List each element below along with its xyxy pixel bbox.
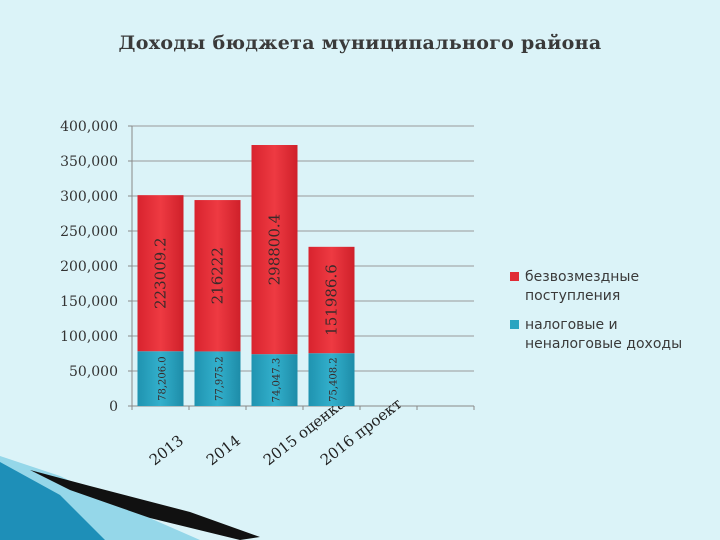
- bar-value-label: 151986.6: [323, 264, 341, 336]
- legend-swatch-red: [510, 272, 519, 281]
- chart-legend: безвозмездные поступления налоговые и не…: [510, 268, 710, 364]
- y-tick-label: 400,000: [60, 119, 118, 135]
- legend-item-tax: налоговые и неналоговые доходы: [510, 316, 710, 354]
- slide-title: Доходы бюджета муниципального района: [118, 32, 602, 54]
- bar-value-label: 78,206.0: [158, 356, 169, 401]
- y-tick-label: 350,000: [60, 154, 118, 170]
- legend-label: безвозмездные поступления: [525, 269, 640, 304]
- bar-value-label: 74,047.3: [272, 358, 283, 403]
- bar-segment-tax: [308, 353, 355, 406]
- bar-segment-grants: [137, 195, 184, 352]
- y-tick-label: 100,000: [60, 329, 118, 345]
- bar-segment-tax: [137, 351, 184, 406]
- x-tick-label: 2014: [203, 431, 244, 469]
- legend-item-grants: безвозмездные поступления: [510, 268, 710, 306]
- bar-value-label: 298800.4: [266, 214, 284, 286]
- bar-segment-grants: [308, 246, 355, 354]
- bar-segment-tax: [194, 351, 241, 406]
- bar-segment-grants: [194, 200, 241, 352]
- bar-segment-grants: [251, 145, 298, 355]
- decor-swoosh-dark: [30, 470, 260, 540]
- y-tick-label: 200,000: [60, 259, 118, 275]
- y-tick-label: 150,000: [60, 294, 118, 310]
- bar-value-label: 223009.2: [152, 237, 170, 309]
- bars: [137, 145, 355, 406]
- legend-label: налоговые и неналоговые доходы: [525, 317, 683, 352]
- bar-value-label: 77,975.2: [215, 356, 226, 401]
- bar-value-label: 216222: [209, 247, 227, 304]
- x-tick-label: 2013: [146, 431, 187, 469]
- y-tick-label: 250,000: [60, 224, 118, 240]
- gridlines: [132, 125, 474, 372]
- bar-segment-tax: [251, 354, 298, 406]
- y-tick-label: 300,000: [60, 189, 118, 205]
- bar-value-label: 75,408.2: [329, 357, 340, 402]
- y-tick-label: 50,000: [69, 364, 118, 380]
- slide-decoration: [0, 456, 260, 540]
- y-tick-label: 0: [109, 399, 118, 415]
- legend-swatch-blue: [510, 320, 519, 329]
- axes: 0 50,000 100,000 150,000 200,000 250,000 300,0…: [60, 119, 475, 469]
- data-labels: 78,206.0 223009.2 77,975.2 216222 74,047.3 29…: [152, 214, 341, 403]
- decor-swoosh-blue: [0, 462, 105, 540]
